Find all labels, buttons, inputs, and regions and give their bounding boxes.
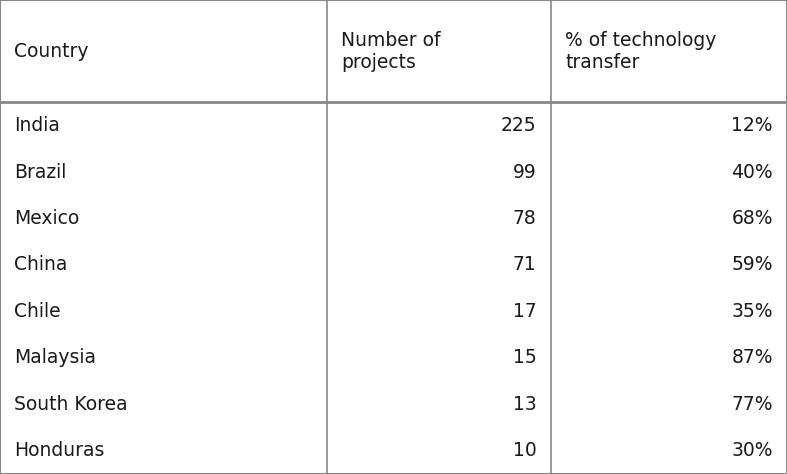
Text: 77%: 77% — [731, 395, 773, 414]
Text: 13: 13 — [513, 395, 537, 414]
Text: Country: Country — [14, 42, 89, 61]
Text: 30%: 30% — [731, 441, 773, 460]
Text: 59%: 59% — [731, 255, 773, 274]
Text: India: India — [14, 116, 60, 135]
Text: 78: 78 — [513, 209, 537, 228]
Text: 40%: 40% — [731, 163, 773, 182]
Text: 17: 17 — [513, 302, 537, 321]
Text: China: China — [14, 255, 68, 274]
Text: 10: 10 — [513, 441, 537, 460]
Text: 87%: 87% — [731, 348, 773, 367]
Text: Chile: Chile — [14, 302, 61, 321]
Text: Mexico: Mexico — [14, 209, 79, 228]
Text: 68%: 68% — [731, 209, 773, 228]
Text: Number of
projects: Number of projects — [341, 31, 440, 72]
Text: % of technology
transfer: % of technology transfer — [565, 31, 716, 72]
Text: Brazil: Brazil — [14, 163, 67, 182]
Text: 15: 15 — [513, 348, 537, 367]
Text: 99: 99 — [513, 163, 537, 182]
Text: 225: 225 — [501, 116, 537, 135]
Text: Malaysia: Malaysia — [14, 348, 96, 367]
Text: Honduras: Honduras — [14, 441, 105, 460]
Text: 71: 71 — [513, 255, 537, 274]
Text: 35%: 35% — [731, 302, 773, 321]
Text: South Korea: South Korea — [14, 395, 127, 414]
Text: 12%: 12% — [731, 116, 773, 135]
